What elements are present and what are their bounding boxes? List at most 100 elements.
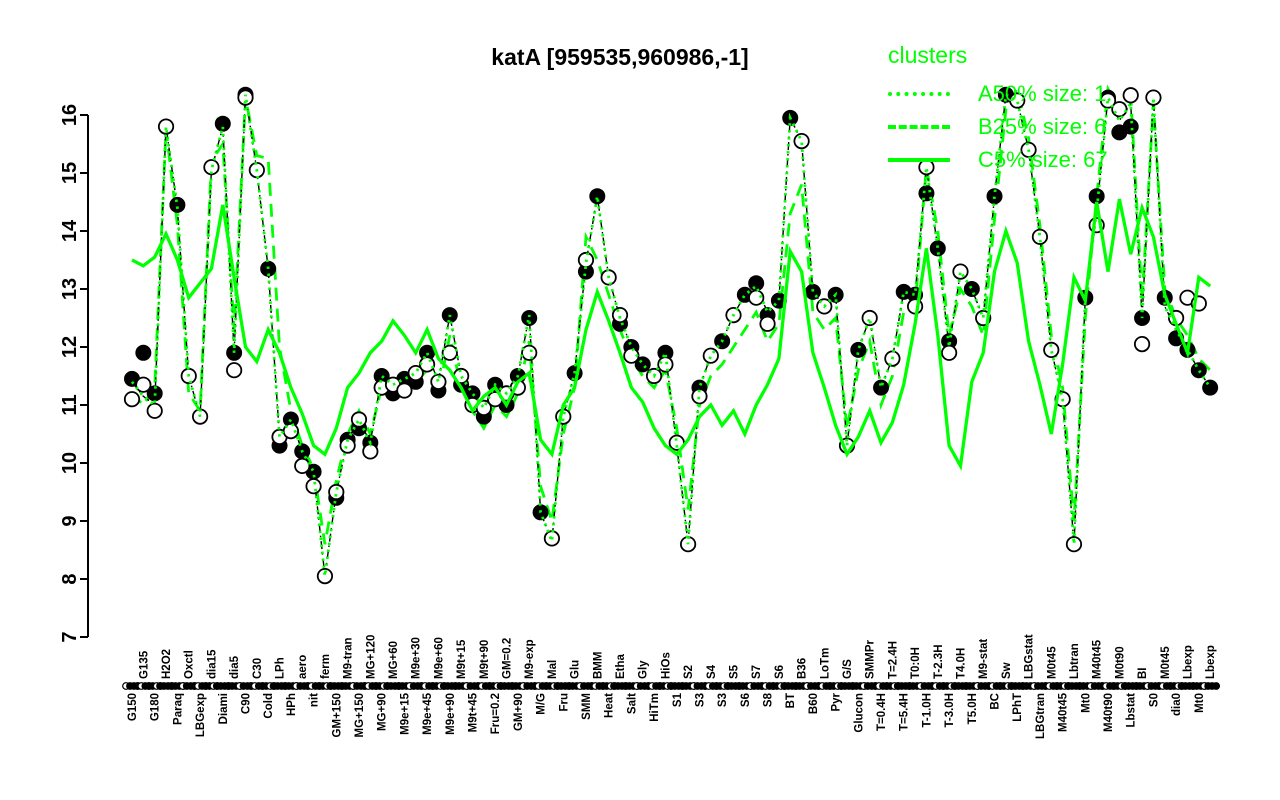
x-axis-label: nit — [309, 693, 321, 707]
y-axis-tick-label: 14 — [59, 219, 81, 242]
legend-entry-cluster-b: B25% size: 6 — [888, 110, 1108, 143]
x-axis-label: SMM — [581, 693, 593, 720]
x-axis-label: C30 — [252, 658, 264, 679]
x-axis-label: dia0 — [1171, 693, 1183, 716]
gene-sample-point-open — [294, 457, 311, 474]
gene-sample-point-open — [521, 344, 538, 361]
x-axis-label: dia15 — [206, 649, 218, 679]
legend-title: clusters — [888, 42, 968, 68]
x-axis-label: S5 — [728, 664, 740, 679]
gene-profile-line — [131, 93, 1211, 577]
y-axis-tick-label: 9 — [59, 515, 81, 526]
gene-sample-point-filled — [1122, 118, 1139, 135]
x-axis-label: S7 — [751, 665, 763, 679]
gene-sample-point-open — [1111, 101, 1128, 118]
gene-sample-point-open — [611, 306, 629, 324]
x-axis-label: GM=0.2 — [502, 638, 514, 679]
x-axis-label: M40t90 — [1103, 693, 1115, 732]
x-axis-label: S1 — [672, 692, 684, 707]
x-axis-label: H2O2 — [161, 649, 173, 679]
gene-sample-point-open — [362, 443, 379, 460]
x-axis-label: MG+150 — [354, 693, 366, 737]
gene-sample-point-filled — [986, 188, 1003, 205]
dashed-line-sample — [888, 124, 950, 129]
x-axis-label: S8 — [763, 692, 775, 707]
gene-sample-point-open — [691, 388, 708, 405]
y-axis-tick-label: 10 — [59, 452, 81, 474]
x-axis-label: Glu — [570, 660, 582, 679]
gene-sample-point-filled — [929, 240, 946, 257]
x-axis-label: LoTm — [819, 648, 831, 679]
x-axis-label: M9e+45 — [422, 692, 434, 734]
x-axis-label: S3 — [694, 693, 706, 707]
x-axis-label: M40t45 — [1058, 692, 1070, 732]
x-axis-label: M40t45 — [1092, 639, 1104, 679]
x-axis-label: Pyr — [831, 692, 843, 711]
cluster-c-solid-line — [131, 198, 1212, 472]
x-axis-label: Glucon — [853, 693, 865, 733]
y-axis-tick-label: 12 — [59, 336, 81, 358]
x-axis-label: M9e+15 — [399, 692, 411, 734]
gene-sample-point-open — [203, 159, 220, 176]
x-axis-label: T4.0H — [955, 648, 967, 679]
x-axis-label: Lbtran — [1069, 643, 1081, 679]
x-axis-label: G150 — [127, 693, 139, 721]
gene-sample-point-open — [952, 263, 969, 280]
gene-sample-point-filled — [963, 280, 980, 297]
x-axis-label: M0t45 — [1046, 646, 1058, 679]
x-axis-label: T5.0H — [967, 693, 979, 724]
x-axis-label: Oxctl — [184, 650, 196, 679]
gene-sample-point-open — [793, 133, 810, 150]
x-axis-label: Salt — [626, 693, 638, 714]
x-axis-label: M9-exp — [524, 639, 536, 679]
gene-sample-point-open — [441, 344, 458, 361]
gene-sample-point-open — [748, 289, 765, 306]
x-axis-label: M9e+90 — [445, 693, 457, 735]
gene-sample-point-open — [1043, 341, 1060, 358]
gene-sample-point-open — [350, 411, 368, 428]
x-axis-label: BMM — [592, 652, 604, 679]
gene-sample-point-open — [1122, 87, 1139, 104]
legend-entry-cluster-c: C5% size: 67 — [888, 143, 1108, 176]
x-axis-label: LBGstat — [1024, 634, 1036, 679]
gene-sample-point-filled — [521, 309, 538, 326]
x-axis-label: T-2.3H — [933, 644, 945, 679]
x-axis-label: M0t90 — [1114, 646, 1126, 679]
y-axis-tick-label: 7 — [59, 631, 81, 642]
x-axis-label: LPhT — [1012, 693, 1024, 722]
gene-sample-point-open — [305, 478, 322, 495]
x-axis-label: Diami — [218, 693, 230, 724]
gene-sample-point-filled — [804, 283, 821, 300]
gene-sample-point-filled — [589, 188, 606, 205]
x-axis-label: B36 — [797, 658, 809, 679]
gene-sample-point-filled — [1190, 362, 1207, 379]
gene-sample-point-open — [1145, 89, 1162, 106]
y-axis-tick-label: 13 — [59, 278, 81, 300]
x-axis-label: M9t+90 — [479, 640, 491, 679]
x-axis-label: T=5.4H — [899, 693, 911, 731]
gene-sample-point-filled — [1088, 188, 1105, 205]
gene-sample-point-filled — [169, 196, 186, 213]
legend: clusters A50% size: 1 B25% size: 6 C5% s… — [888, 42, 1108, 176]
legend-entry-cluster-a: A50% size: 1 — [888, 77, 1108, 110]
gene-sample-point-open — [123, 391, 141, 408]
x-axis-label: M9-tran — [343, 637, 355, 679]
x-axis-label: B60 — [808, 693, 820, 714]
x-axis-label: Cold — [263, 693, 275, 719]
gene-sample-point-filled — [918, 185, 935, 202]
x-axis-label: G135 — [138, 650, 150, 679]
gene-sample-point-open — [759, 315, 776, 332]
gene-sample-point-filled — [634, 356, 651, 373]
gene-sample-point-open — [226, 362, 243, 379]
x-axis-label: M0t45 — [1160, 646, 1172, 679]
x-axis-label: MG+90 — [377, 693, 389, 731]
x-axis-label: Paraq — [172, 693, 184, 725]
gene-sample-point-open — [941, 344, 958, 361]
x-axis-label: M9t+15 — [456, 639, 468, 679]
x-axis-label: MG+120 — [365, 635, 377, 679]
x-axis-label: G180 — [150, 693, 162, 721]
x-axis-label: M9e+30 — [411, 637, 423, 679]
x-axis-label: Mal — [547, 660, 559, 679]
gene-sample-point-open — [1009, 92, 1026, 109]
